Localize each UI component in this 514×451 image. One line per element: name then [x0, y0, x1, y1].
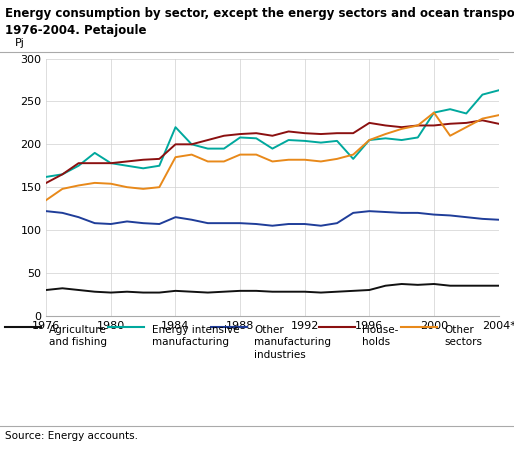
Text: Other
manufacturing
industries: Other manufacturing industries — [254, 325, 332, 359]
Text: Pj: Pj — [14, 38, 25, 48]
Text: Source: Energy accounts.: Source: Energy accounts. — [5, 431, 138, 441]
Text: House-
holds: House- holds — [362, 325, 399, 347]
Text: Energy consumption by sector, except the energy sectors and ocean transport.
197: Energy consumption by sector, except the… — [5, 7, 514, 37]
Text: Other
sectors: Other sectors — [445, 325, 483, 347]
Text: Energy intensive
manufacturing: Energy intensive manufacturing — [152, 325, 239, 347]
Text: Agriculture
and fishing: Agriculture and fishing — [49, 325, 107, 347]
